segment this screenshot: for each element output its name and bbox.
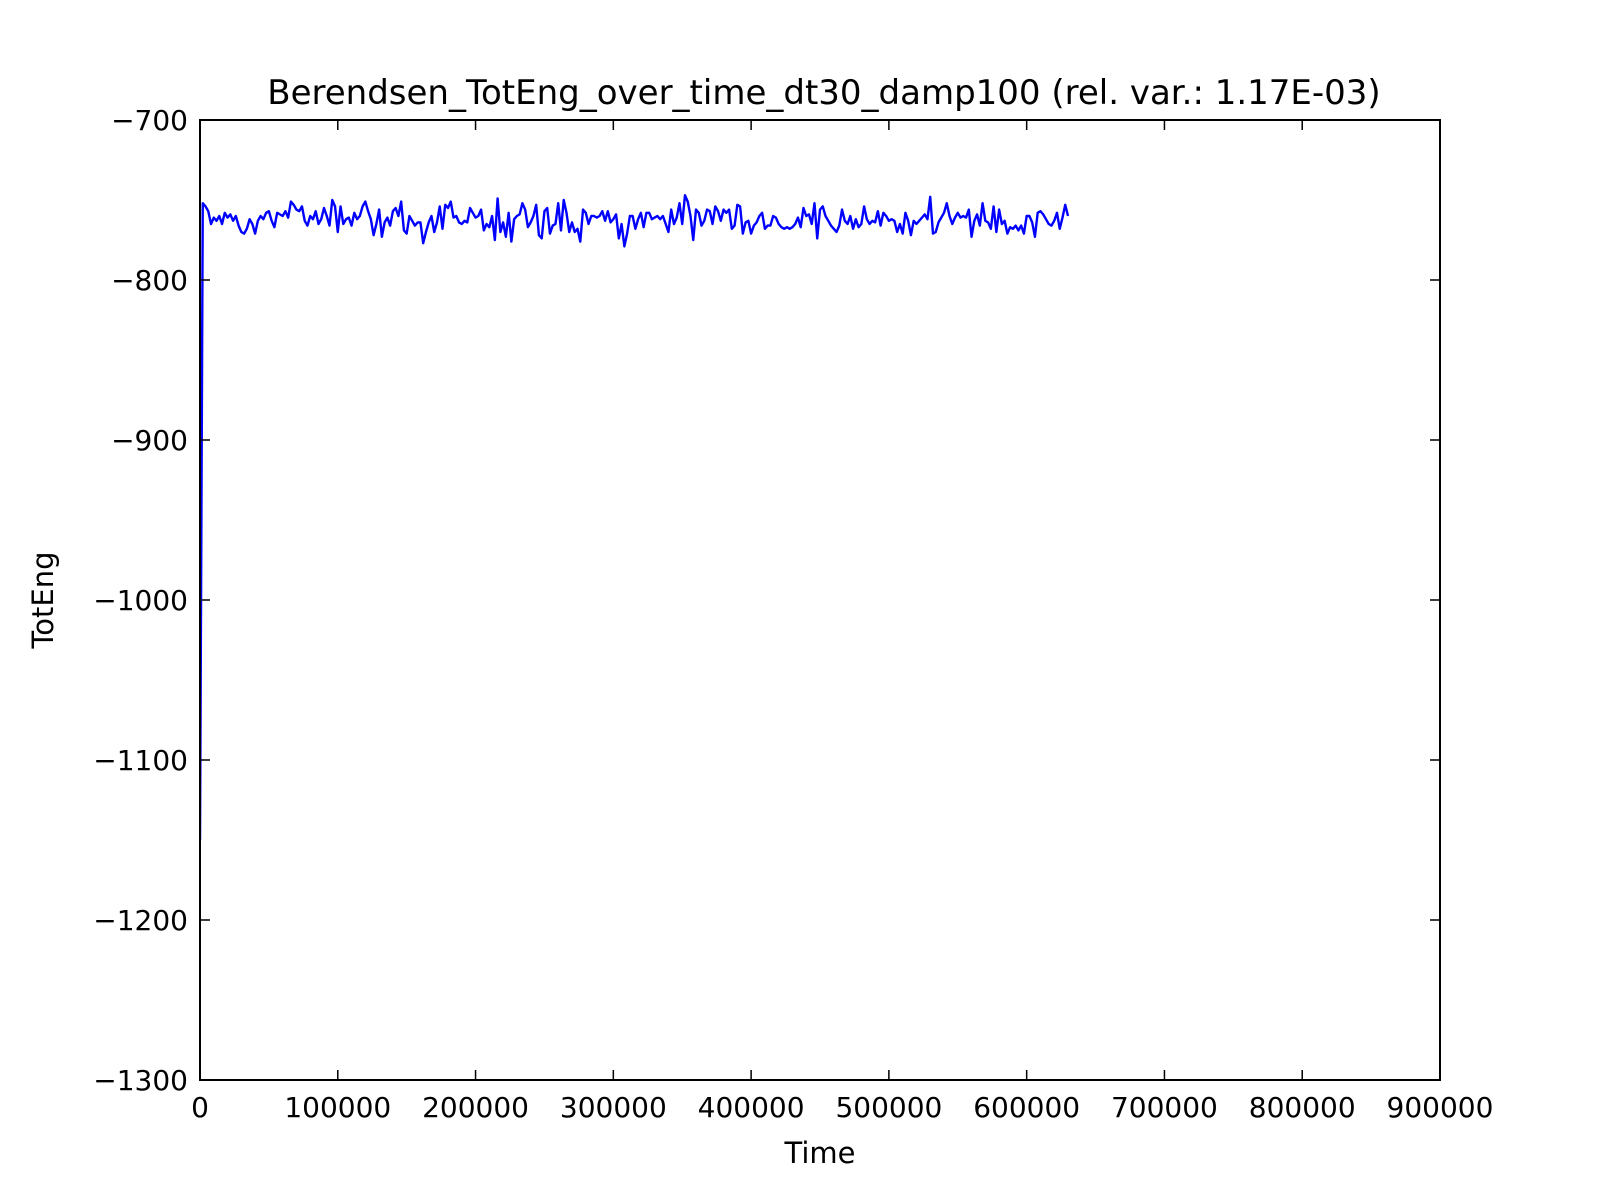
x-tick-label: 700000 [1111, 1091, 1218, 1124]
y-tick-label: −1300 [93, 1064, 188, 1097]
x-tick-label: 600000 [973, 1091, 1080, 1124]
x-tick-label: 300000 [560, 1091, 667, 1124]
y-tick-label: −700 [111, 104, 188, 137]
x-tick-label: 500000 [835, 1091, 942, 1124]
y-tick-label: −1100 [93, 744, 188, 777]
x-tick-label: 400000 [698, 1091, 805, 1124]
y-axis: −700 −800 −900 −1000 −1100 −1200 −1300 [93, 104, 1440, 1097]
x-tick-label: 100000 [284, 1091, 391, 1124]
series-layer [200, 193, 1070, 841]
x-tick-label: 800000 [1249, 1091, 1356, 1124]
chart-title: Berendsen_TotEng_over_time_dt30_damp100 … [267, 73, 1380, 113]
y-tick-label: −1000 [93, 584, 188, 617]
y-axis-title: TotEng [26, 551, 60, 649]
y-tick-label: −900 [111, 424, 188, 457]
x-tick-label: 0 [191, 1091, 209, 1124]
x-axis-title: Time [784, 1136, 856, 1170]
x-tick-label: 900000 [1387, 1091, 1494, 1124]
x-tick-label: 200000 [422, 1091, 529, 1124]
x-axis: 0 100000 200000 300000 400000 500000 600000 700… [191, 120, 1493, 1124]
y-tick-label: −1200 [93, 904, 188, 937]
series-line-0 [200, 193, 1070, 841]
y-tick-label: −800 [111, 264, 188, 297]
